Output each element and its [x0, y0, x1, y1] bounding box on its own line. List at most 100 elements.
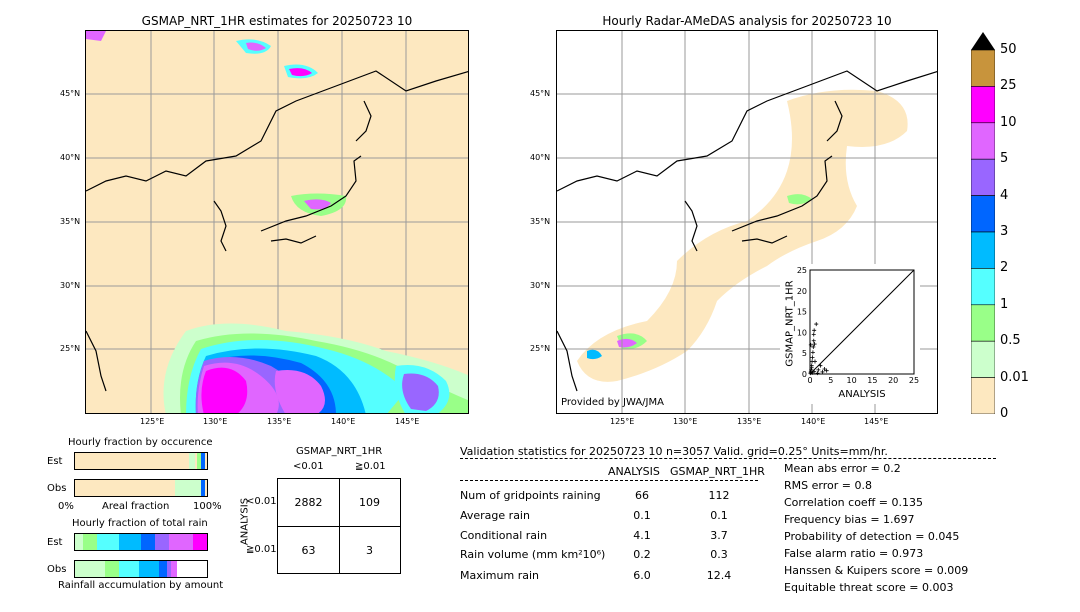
cont-row-1: ≧0.01 — [246, 544, 277, 555]
scatter-point — [815, 371, 820, 376]
scatter-point — [824, 368, 829, 373]
scatter-point — [811, 344, 816, 349]
contingency-title: GSMAP_NRT_1HR — [296, 446, 383, 457]
colorbar-label: 1 — [1000, 296, 1009, 312]
occ-bar-obs — [74, 479, 208, 497]
tot-row-est: Est — [47, 537, 63, 548]
left-lat-25: 25°N — [60, 344, 81, 353]
total-footer: Rainfall accumulation by amount — [58, 580, 224, 591]
colorbar-label: 10 — [1000, 114, 1017, 130]
scatter-point — [816, 367, 821, 372]
val-row-g-4: 12.4 — [706, 569, 732, 582]
score-3: Frequency bias = 1.697 — [784, 513, 915, 526]
scatter-ytick: 0 — [802, 370, 807, 379]
val-row-label-2: Conditional rain — [460, 529, 548, 542]
val-row-g-2: 3.7 — [710, 529, 728, 542]
scatter-plot: 0 5 10 15 20 25 0 5 10 15 20 25 — [797, 266, 919, 385]
cont-cell-00: 2882 — [294, 496, 323, 509]
left-lat-30: 30°N — [60, 281, 81, 290]
scatter-ytick: 20 — [797, 287, 807, 296]
left-lat-40: 40°N — [60, 153, 81, 162]
left-rain-field — [86, 31, 468, 413]
scatter-xtick: 20 — [888, 376, 898, 385]
colorbar-label: 50 — [1000, 42, 1017, 57]
colorbar-label: 0.01 — [1000, 369, 1029, 385]
right-lon-135: 135°E — [737, 417, 762, 426]
left-lon-130: 130°E — [203, 417, 228, 426]
right-lat-45: 45°N — [530, 89, 551, 98]
validation-rule — [460, 458, 996, 459]
colorbar-extend-triangle — [971, 32, 995, 50]
occ-x-100: 100% — [193, 501, 222, 512]
scatter-point — [812, 359, 817, 364]
val-row-label-1: Average rain — [460, 509, 530, 522]
right-lat-25: 25°N — [530, 344, 551, 353]
colorbar-segment — [971, 231, 995, 269]
colorbar-segment — [971, 158, 995, 196]
right-lat-40: 40°N — [530, 153, 551, 162]
colorbar-segment — [971, 49, 995, 87]
right-map-title: Hourly Radar-AMeDAS analysis for 2025072… — [602, 14, 892, 28]
cont-row-0: <0.01 — [246, 496, 277, 507]
occ-bar-est — [74, 452, 208, 470]
colorbar — [971, 32, 995, 414]
scatter-point — [822, 367, 827, 372]
scatter-ytick: 10 — [797, 328, 807, 337]
colorbar-label: 2 — [1000, 260, 1009, 276]
score-7: Equitable threat score = 0.003 — [784, 581, 954, 594]
cont-col-0: <0.01 — [293, 461, 324, 472]
left-lat-35: 35°N — [60, 217, 81, 226]
tot-bar-est — [74, 533, 208, 551]
val-row-g-1: 0.1 — [710, 509, 728, 522]
scatter-ylabel: GSMAP_NRT_1HR — [784, 280, 796, 367]
scatter-xlabel: ANALYSIS — [838, 389, 886, 400]
val-row-label-3: Rain volume (mm km²10⁶) — [460, 548, 606, 561]
scatter-point — [820, 369, 825, 374]
colorbar-segment — [971, 122, 995, 160]
scatter-point — [812, 328, 817, 333]
scatter-ytick: 15 — [797, 308, 807, 317]
left-map-overlay — [86, 31, 468, 413]
val-col-rule — [460, 480, 758, 481]
occ-row-obs: Obs — [47, 483, 67, 494]
scatter-point — [810, 370, 815, 375]
occ-x-0: 0% — [58, 501, 74, 512]
val-row-a-3: 0.2 — [633, 548, 651, 561]
cont-cell-01: 109 — [359, 496, 380, 509]
contingency-grid — [277, 478, 401, 574]
scatter-point — [809, 365, 814, 370]
scatter-xtick: 10 — [847, 376, 857, 385]
scatter-point — [814, 322, 819, 327]
cont-col-1: ≧0.01 — [355, 461, 386, 472]
right-lat-30: 30°N — [530, 281, 551, 290]
left-lon-140: 140°E — [331, 417, 356, 426]
colorbar-segment — [971, 195, 995, 233]
val-col-analysis: ANALYSIS — [608, 465, 660, 478]
score-6: Hanssen & Kuipers score = 0.009 — [784, 564, 969, 577]
right-lat-35: 35°N — [530, 217, 551, 226]
scatter-ytick: 5 — [802, 349, 807, 358]
colorbar-segment — [971, 86, 995, 124]
score-4: Probability of detection = 0.045 — [784, 530, 960, 543]
colorbar-label: 4 — [1000, 187, 1009, 203]
radar-credit: Provided by JWA/JMA — [561, 397, 664, 408]
colorbar-label: 0.5 — [1000, 333, 1021, 349]
cont-cell-11: 3 — [366, 544, 373, 557]
colorbar-label: 5 — [1000, 151, 1009, 167]
val-row-g-3: 0.3 — [710, 548, 728, 561]
val-row-a-4: 6.0 — [633, 569, 651, 582]
scatter-ytick: 25 — [797, 266, 807, 275]
colorbar-segment — [971, 268, 995, 306]
val-row-a-0: 66 — [635, 489, 649, 502]
score-0: Mean abs error = 0.2 — [784, 462, 901, 475]
cont-cell-10: 63 — [301, 544, 316, 557]
colorbar-segment — [971, 340, 995, 378]
scatter-inset: 0 5 10 15 20 25 0 5 10 15 20 25 — [780, 264, 920, 404]
tot-row-obs: Obs — [47, 564, 67, 575]
scatter-point — [810, 350, 815, 355]
score-5: False alarm ratio = 0.973 — [784, 547, 924, 560]
scatter-xtick: 0 — [807, 376, 812, 385]
scatter-point — [808, 342, 813, 347]
total-title: Hourly fraction of total rain — [72, 518, 208, 529]
right-lon-130: 130°E — [673, 417, 698, 426]
